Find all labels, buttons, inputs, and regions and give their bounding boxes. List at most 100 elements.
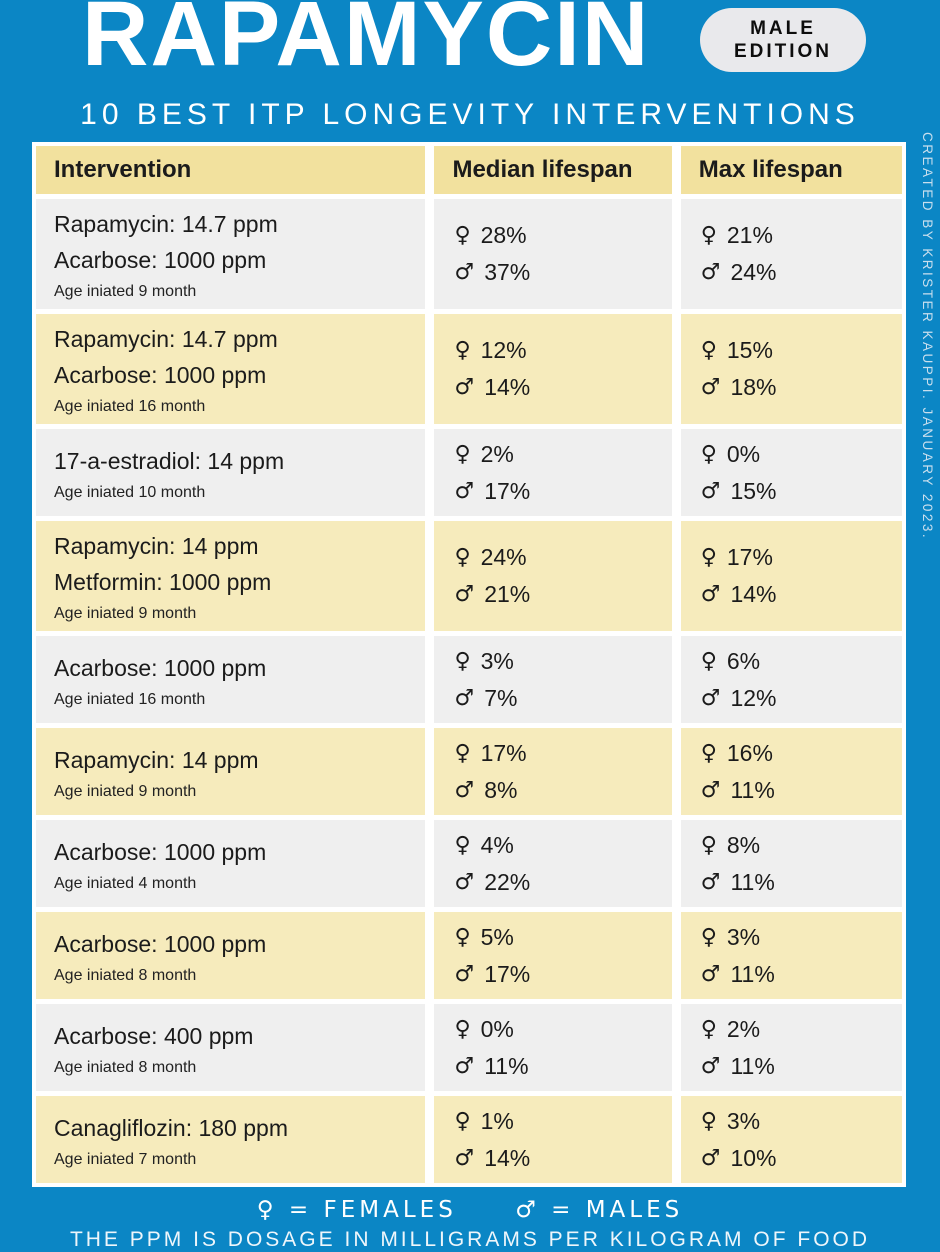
max-female-line: ♀ 2% [701,1011,902,1048]
max-male-value: 24% [730,259,777,285]
median-lifespan-cell: ♀ 2% ♂ 17% [434,429,672,516]
max-male-line: ♂ 18% [701,369,902,406]
male-icon: ♂ [454,478,475,504]
male-icon: ♂ [700,1145,721,1171]
max-lifespan-cell: ♀ 15% ♂ 18% [680,314,902,424]
max-lifespan-cell: ♀ 3% ♂ 11% [680,912,902,999]
median-female-value: 0% [480,1015,514,1042]
female-icon: ♀ [454,545,471,570]
female-icon: ♀ [700,1108,717,1134]
male-icon: ♂ [700,478,721,504]
intervention-name: Acarbose: 1000 ppm [54,930,267,957]
median-male-value: 8% [484,776,518,803]
median-female-value: 24% [480,544,527,570]
legend-males: ♂ = MALES [515,1197,684,1223]
median-male-line: ♂ 17% [454,473,671,510]
column-header-median-lifespan: Median lifespan [434,146,672,194]
max-lifespan-cell: ♀ 17% ♂ 14% [680,521,902,631]
max-lifespan-cell: ♀ 6% ♂ 12% [680,636,902,723]
male-icon: ♂ [454,375,475,400]
median-female-value: 3% [480,647,514,674]
column-header-max-lifespan: Max lifespan [680,146,902,194]
credit-text: CREATED BY KRISTER KAUPPI. JANUARY 2023. [920,132,935,541]
age-initiated-label: Age iniated 9 month [54,283,197,300]
max-male-value: 12% [730,684,777,711]
male-icon: ♂ [454,685,475,711]
female-icon: ♀ [454,223,471,248]
intervention-cell: Rapamycin: 14.7 ppm Acarbose: 1000 ppm Age… [36,199,426,309]
max-female-value: 17% [726,544,773,570]
median-lifespan-cell: ♀ 28% ♂ 37% [434,199,672,309]
max-male-value: 18% [730,374,777,400]
median-male-line: ♂ 37% [454,254,671,291]
intervention-name: Acarbose: 1000 ppm [54,247,267,273]
max-lifespan-cell: ♀ 8% ♂ 11% [680,820,902,907]
max-male-line: ♂ 14% [701,576,902,613]
median-male-line: ♂ 21% [454,576,671,613]
median-lifespan-cell: ♀ 5% ♂ 17% [434,912,672,999]
max-male-value: 11% [730,960,775,987]
intervention-cell: Rapamycin: 14 ppm Metformin: 1000 ppm Age … [36,521,426,631]
female-icon: ♀ [454,338,471,363]
female-icon: ♀ [454,441,471,467]
max-female-value: 6% [726,647,761,674]
median-female-line: ♀ 24% [454,539,671,576]
median-lifespan-cell: ♀ 4% ♂ 22% [434,820,672,907]
edition-badge-line2: EDITION [733,41,833,62]
median-female-line: ♀ 1% [454,1103,671,1140]
median-female-value: 2% [480,440,514,467]
male-icon: ♂ [454,260,475,285]
intervention-cell: Rapamycin: 14.7 ppm Acarbose: 1000 ppm Age… [36,314,426,424]
median-male-value: 7% [484,684,518,711]
max-female-line: ♀ 3% [701,1103,902,1140]
intervention-name: Acarbose: 1000 ppm [54,838,267,865]
median-lifespan-cell: ♀ 17% ♂ 8% [434,728,672,815]
max-female-value: 15% [726,337,773,363]
intervention-name: Rapamycin: 14.7 ppm [54,326,278,352]
female-icon: ♀ [700,338,717,363]
max-female-value: 3% [726,1107,761,1134]
intervention-name: Acarbose: 400 ppm [54,1022,254,1049]
median-lifespan-cell: ♀ 3% ♂ 7% [434,636,672,723]
median-male-value: 14% [484,1144,531,1171]
age-initiated-label: Age iniated 9 month [54,782,197,800]
max-male-value: 15% [730,477,777,504]
intervention-name: Metformin: 1000 ppm [54,569,272,595]
median-female-value: 17% [480,739,527,766]
male-icon: ♂ [700,1053,721,1079]
male-icon: ♂ [454,777,475,803]
median-male-value: 17% [484,477,531,504]
max-male-value: 14% [730,581,777,607]
max-female-line: ♀ 21% [701,217,902,254]
max-male-line: ♂ 11% [701,772,902,809]
max-female-line: ♀ 3% [701,919,902,956]
max-female-line: ♀ 15% [701,332,902,369]
max-lifespan-cell: ♀ 3% ♂ 10% [680,1096,902,1183]
male-icon: ♂ [700,961,721,987]
intervention-name: Canagliflozin: 180 ppm [54,1114,288,1141]
male-icon: ♂ [454,1053,475,1079]
edition-badge: MALE EDITION [700,8,866,72]
female-icon: ♀ [454,832,471,858]
median-female-line: ♀ 4% [454,827,671,864]
median-male-value: 11% [484,1052,529,1079]
max-female-value: 16% [726,739,773,766]
median-female-line: ♀ 2% [454,436,671,473]
column-header-intervention: Intervention [36,146,426,194]
age-initiated-label: Age iniated 16 month [54,690,206,708]
median-female-value: 4% [480,831,514,858]
intervention-cell: Acarbose: 1000 ppm Age iniated 4 month [36,820,426,907]
max-male-value: 11% [730,868,775,895]
max-male-value: 11% [730,1052,775,1079]
intervention-name: Rapamycin: 14 ppm [54,746,259,773]
max-male-line: ♂ 15% [701,473,902,510]
median-female-line: ♀ 0% [454,1011,671,1048]
max-male-value: 11% [730,776,775,803]
max-male-line: ♂ 11% [701,1048,902,1085]
female-icon: ♀ [454,1016,471,1042]
age-initiated-label: Age iniated 7 month [54,1150,197,1168]
age-initiated-label: Age iniated 10 month [54,483,206,501]
male-icon: ♂ [700,869,721,895]
median-male-line: ♂ 7% [454,680,671,717]
